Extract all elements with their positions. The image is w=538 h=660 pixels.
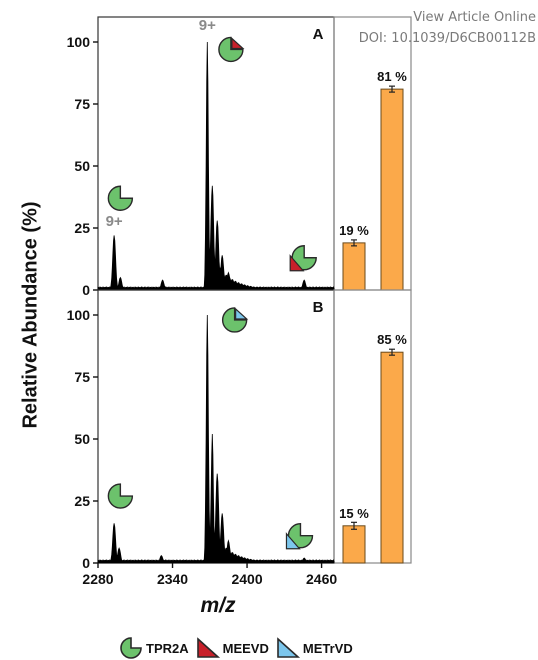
bar — [380, 88, 404, 291]
watermark-doi[interactable]: DOI: 10.1039/D6CB00112B — [358, 31, 536, 46]
tpr2a-icon — [107, 483, 134, 509]
legend-label-metrvd: METrVD — [302, 640, 353, 656]
legend-item-tpr2a: TPR2A — [118, 636, 189, 660]
watermark-view-article[interactable]: View Article Online — [413, 10, 536, 25]
peak-charge-label: 9+ — [106, 213, 123, 230]
bar-frame-B — [333, 289, 412, 564]
tpr2a-wedge — [107, 185, 134, 211]
bar-value-label: 81 % — [377, 69, 407, 84]
tpr2a-wedge — [107, 483, 134, 509]
tpr2a-wedge — [221, 307, 248, 333]
tpr2a-icon — [107, 185, 134, 211]
legend-label-tpr2a: TPR2A — [146, 640, 189, 656]
x-axis-label: m/z — [200, 594, 236, 617]
meevd-triangle — [231, 37, 245, 50]
tpr2a-wedge — [218, 36, 244, 63]
bar-value-label: 15 % — [339, 506, 369, 521]
tpr2a-metrvd-icon — [285, 523, 314, 550]
tpr2a-legend-icon — [120, 637, 142, 659]
y-tick-label: 100 — [67, 307, 91, 323]
y-tick-label: 50 — [74, 158, 90, 174]
y-tick-label: 50 — [74, 431, 90, 447]
legend-item-meevd: MEEVD — [195, 636, 269, 660]
meevd-legend-icon — [196, 637, 220, 658]
spectrum-trace-A — [97, 41, 335, 291]
x-tick-label: 2460 — [306, 571, 337, 587]
y-tick-label: 75 — [74, 369, 90, 385]
y-tick-label: 75 — [74, 96, 90, 112]
bar — [342, 242, 366, 291]
y-tick-label: 0 — [82, 555, 90, 571]
x-tick-label: 2340 — [157, 571, 188, 587]
tpr2a-meevd-icon — [289, 245, 317, 272]
bar-value-label: 85 % — [377, 332, 407, 347]
spectrum-trace-B — [97, 314, 335, 564]
x-tick-label: 2400 — [231, 571, 262, 587]
metrvd-triangle — [285, 532, 301, 550]
x-tick-label: 2280 — [82, 571, 113, 587]
panel-label-B: B — [313, 299, 324, 316]
legend: TPR2A MEEVD METrVD — [118, 636, 359, 660]
tpr2a-metrvd-icon — [221, 307, 249, 333]
bar — [342, 525, 366, 564]
bar-value-label: 19 % — [339, 223, 369, 238]
bar — [380, 351, 404, 564]
metrvd-triangle — [235, 307, 249, 320]
y-tick-label: 100 — [67, 34, 91, 50]
panel-label-A: A — [313, 26, 324, 43]
peak-charge-label: 9+ — [199, 17, 216, 34]
tpr2a-meevd-icon — [218, 36, 245, 63]
legend-item-metrvd: METrVD — [275, 636, 353, 660]
y-tick-label: 0 — [82, 282, 90, 298]
y-tick-label: 25 — [74, 220, 90, 236]
legend-label-meevd: MEEVD — [222, 640, 269, 656]
y-tick-label: 25 — [74, 493, 90, 509]
y-axis-label: Relative Abundance (%) — [19, 201, 42, 429]
meevd-triangle — [289, 254, 305, 272]
metrvd-legend-icon — [277, 637, 300, 658]
